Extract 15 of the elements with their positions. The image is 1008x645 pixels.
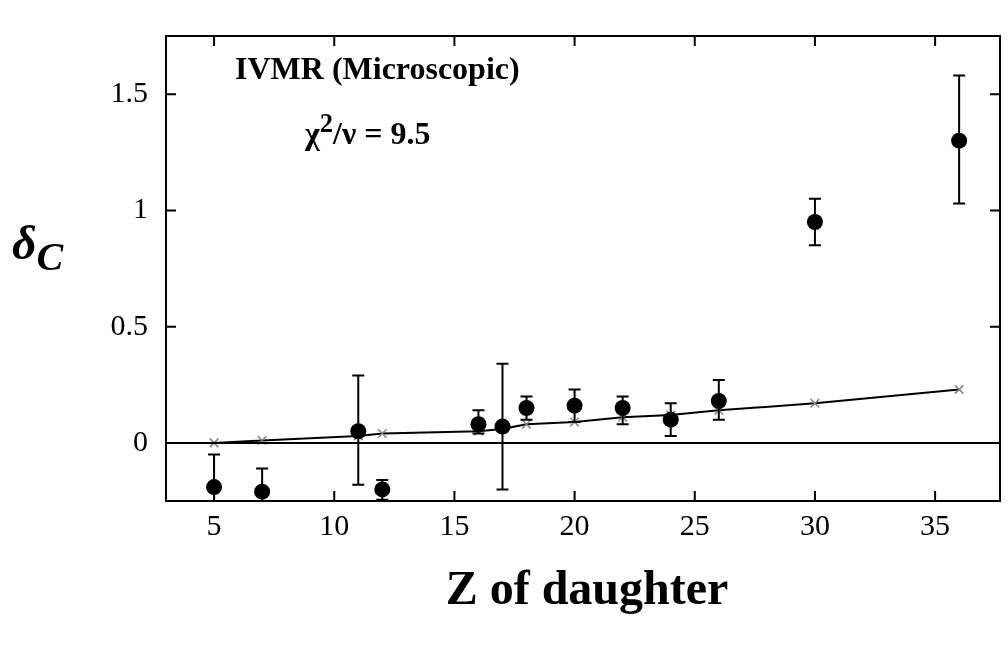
x-tick-label: 5 <box>206 507 222 541</box>
x-tick-label: 35 <box>920 507 951 541</box>
x-tick-label: 25 <box>679 507 710 541</box>
annotation: IVMR (Microscopic) <box>235 50 520 87</box>
annotation: χ$^{2}$/ν = 9.5 <box>305 108 431 152</box>
x-axis-title: Z of daughter <box>444 560 730 615</box>
x-tick-label: 20 <box>559 507 590 541</box>
y-tick-label: 0.5 <box>110 307 148 341</box>
x-tick-label: 10 <box>319 507 350 541</box>
y-tick-label: 0 <box>133 423 148 457</box>
x-tick-label: 30 <box>799 507 830 541</box>
y-axis-title: δ$_{C}$ <box>12 215 64 280</box>
x-tick-label: 15 <box>439 507 470 541</box>
y-tick-label: 1 <box>133 191 148 225</box>
y-tick-label: 1.5 <box>110 75 148 108</box>
